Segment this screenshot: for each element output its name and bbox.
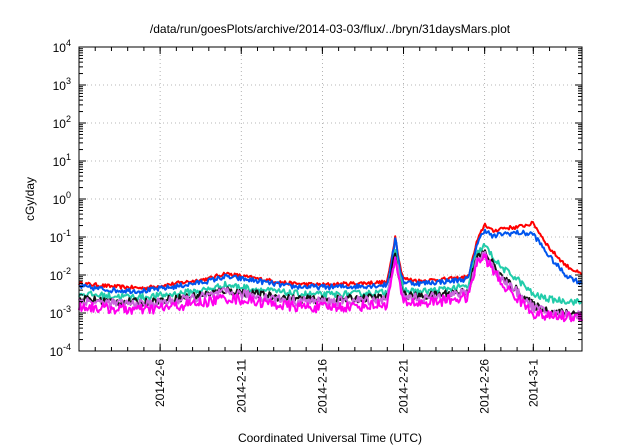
x-tick-label: 2014-2-21 (397, 359, 411, 414)
series-group (78, 220, 583, 323)
y-axis-label: cGy/day (23, 177, 37, 221)
chart-title: /data/run/goesPlots/archive/2014-03-03/f… (150, 22, 511, 36)
x-tick-label: 2014-2-11 (234, 359, 248, 413)
y-axis: 10-4 10-3 10-2 10-1 100 101 102 103 104 (50, 38, 582, 359)
y-tick-label: 10-2 (50, 266, 71, 283)
y-tick-label: 100 (53, 190, 71, 207)
series-line (78, 243, 583, 306)
x-tick-label: 2014-2-6 (153, 359, 167, 407)
x-tick-label: 2014-3-1 (526, 359, 540, 407)
grid (79, 47, 582, 351)
y-tick-label: 104 (53, 38, 71, 55)
y-tick-label: 10-3 (50, 304, 71, 321)
y-tick-label: 102 (53, 114, 71, 131)
y-tick-label: 101 (53, 152, 71, 169)
series-line (78, 228, 583, 295)
x-axis-label: Coordinated Universal Time (UTC) (238, 431, 422, 445)
y-tick-label: 10-4 (50, 342, 71, 359)
y-tick-label: 10-1 (50, 228, 71, 245)
x-tick-label: 2014-2-16 (315, 359, 329, 414)
x-axis: 2014-2-6 2014-2-11 2014-2-16 2014-2-21 2014-… (78, 47, 583, 414)
y-tick-label: 103 (53, 76, 71, 93)
x-tick-label: 2014-2-26 (478, 359, 492, 414)
series-line (78, 253, 583, 323)
